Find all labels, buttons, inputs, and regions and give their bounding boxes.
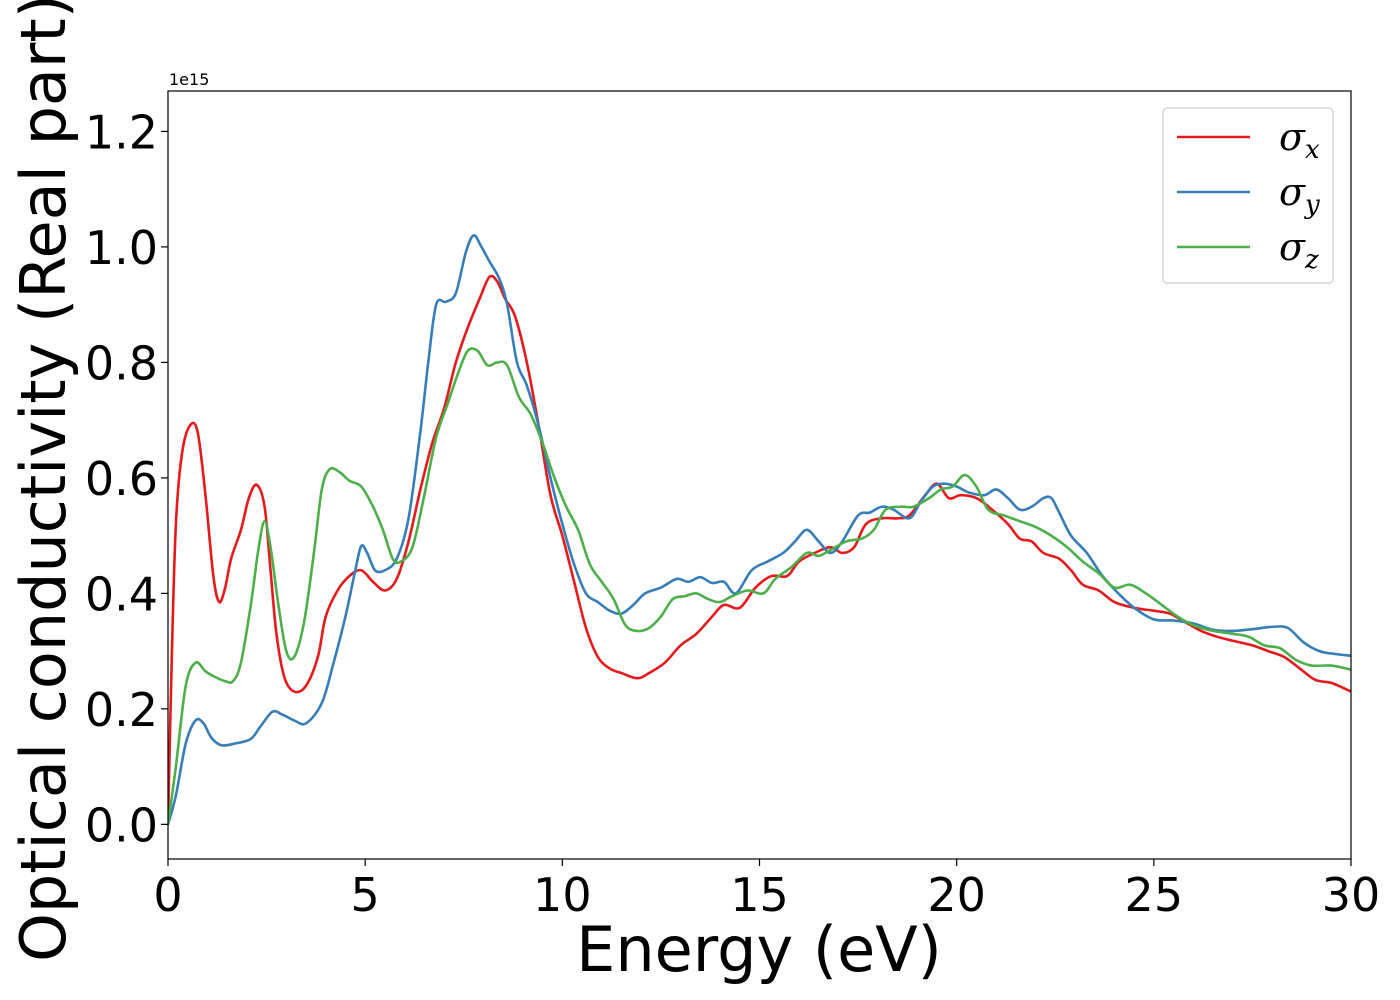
x-tick-label: 25 [1125,868,1184,922]
x-tick-label: 20 [927,868,986,922]
x-tick-label: 30 [1322,868,1381,922]
x-tick-label: 15 [730,868,789,922]
legend-label-y: σy [1279,170,1320,220]
y-axis-ticks: 0.0 0.2 0.4 0.6 0.8 1.0 1.2 [85,105,168,852]
legend-subscript: x [1305,135,1320,165]
y-tick-label: 0.6 [85,452,158,506]
legend-box [1162,107,1334,284]
legend-symbol: σ [1279,225,1306,269]
y-axis-label: Optical conductivity (Real part) [7,0,80,962]
y-tick-label: 0.8 [85,336,158,390]
y-tick-label: 0.4 [85,567,158,621]
x-tick-label: 10 [533,868,592,922]
y-tick-label: 0.2 [85,683,158,737]
series-line-y [168,234,1351,826]
y-tick-label: 1.0 [85,221,158,275]
series-line-z [168,347,1351,826]
y-tick-label: 0.0 [85,798,158,852]
x-axis-ticks: 0 5 10 15 20 25 30 [153,859,1380,922]
y-axis-offset-label: 1e15 [169,70,209,89]
y-tick-label: 1.2 [85,105,158,159]
legend-label-x: σx [1279,115,1320,165]
series-line-x [168,274,1351,826]
x-tick-label: 0 [153,868,182,922]
legend-subscript: z [1304,245,1319,275]
legend-label-z: σz [1279,225,1319,275]
x-tick-label: 5 [351,868,380,922]
legend-subscript: y [1304,190,1320,220]
legend-symbol: σ [1279,115,1306,159]
series-layer [168,234,1351,826]
legend-symbol: σ [1279,170,1306,214]
x-axis-label: Energy (eV) [576,913,942,986]
